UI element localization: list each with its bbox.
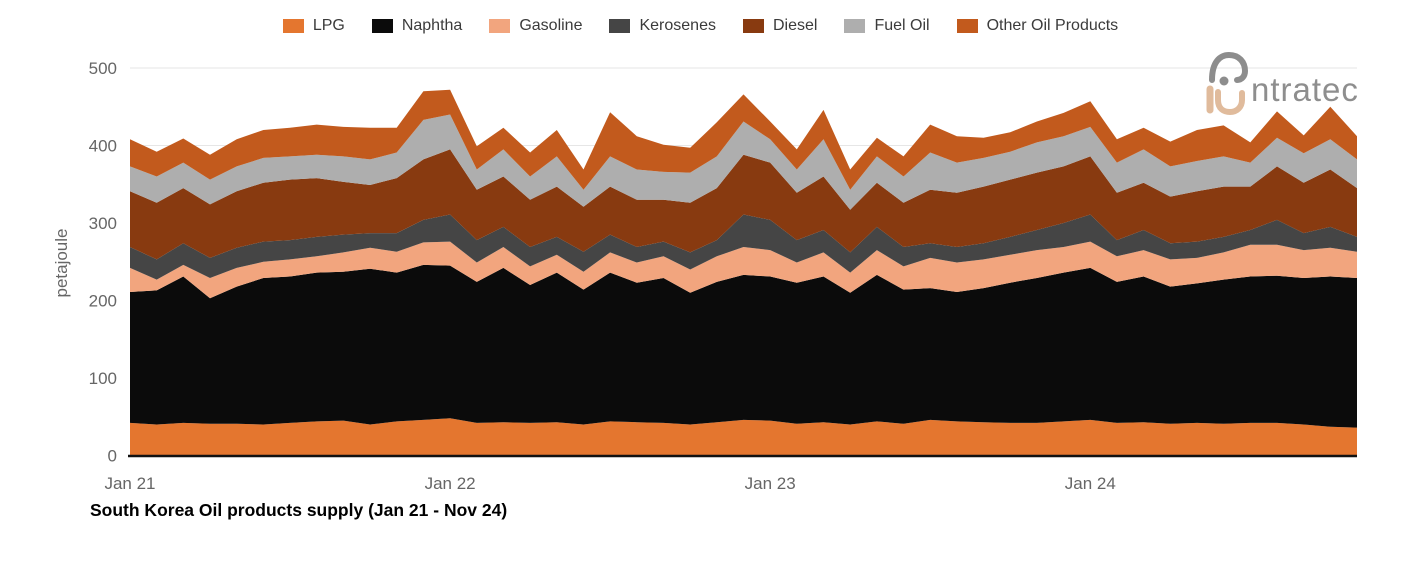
area-lpg <box>130 418 1357 456</box>
legend-swatch-kerosenes <box>609 19 631 33</box>
legend-label-kerosenes: Kerosenes <box>639 17 716 34</box>
y-tick-label-400: 400 <box>89 137 117 156</box>
legend-item-lpg[interactable]: LPG <box>282 17 345 35</box>
legend-item-kerosenes[interactable]: Kerosenes <box>609 17 716 35</box>
legend-swatch-diesel <box>742 19 764 33</box>
area-kerosenes <box>130 214 1357 280</box>
logo-u-arc <box>1215 89 1245 116</box>
legend-item-other-oil-products[interactable]: Other Oil Products <box>956 17 1119 35</box>
y-tick-label-200: 200 <box>89 292 117 311</box>
legend-item-fuel-oil[interactable]: Fuel Oil <box>844 17 930 35</box>
intratec-logo: ntratec <box>1202 48 1400 123</box>
y-tick-label-500: 500 <box>89 59 117 78</box>
legend-swatch-gasoline <box>489 19 511 33</box>
logo-text: ntratec <box>1251 71 1359 108</box>
x-tick-label-jan-24: Jan 24 <box>1065 474 1116 493</box>
y-tick-label-0: 0 <box>108 447 117 466</box>
legend: LPG Naphtha Gasoline Kerosenes Diesel Fuel Oi… <box>0 17 1401 35</box>
legend-label-lpg: LPG <box>312 17 345 34</box>
legend-swatch-fuel-oil <box>844 19 866 33</box>
area-fuel-oil <box>130 114 1357 210</box>
logo-graphic: ntratec <box>1206 51 1359 116</box>
x-tick-label-jan-22: Jan 22 <box>425 474 476 493</box>
area-naphtha <box>130 264 1357 428</box>
legend-swatch-naphtha <box>371 19 393 33</box>
legend-item-diesel[interactable]: Diesel <box>742 17 818 35</box>
y-axis-title: petajoule <box>52 228 71 298</box>
chart-title: South Korea Oil products supply (Jan 21 … <box>90 500 508 520</box>
y-tick-label-300: 300 <box>89 214 117 233</box>
logo-hook-shape <box>1209 51 1249 83</box>
legend-label-fuel-oil: Fuel Oil <box>874 17 930 34</box>
x-tick-label-jan-21: Jan 21 <box>104 474 155 493</box>
legend-item-naphtha[interactable]: Naphtha <box>371 17 463 35</box>
y-tick-label-100: 100 <box>89 369 117 388</box>
area-gasoline <box>130 241 1357 299</box>
legend-label-other-oil-products: Other Oil Products <box>986 17 1119 34</box>
area-diesel <box>130 149 1357 260</box>
legend-swatch-lpg <box>282 19 304 33</box>
legend-item-gasoline[interactable]: Gasoline <box>489 17 582 35</box>
legend-label-gasoline: Gasoline <box>519 17 583 34</box>
legend-label-diesel: Diesel <box>772 17 818 34</box>
area-other-oil-products <box>130 89 1357 190</box>
x-tick-label-jan-23: Jan 23 <box>745 474 796 493</box>
legend-swatch-other-oil-products <box>956 19 978 33</box>
logo-i-dot <box>1219 76 1229 86</box>
legend-label-naphtha: Naphtha <box>401 17 463 34</box>
